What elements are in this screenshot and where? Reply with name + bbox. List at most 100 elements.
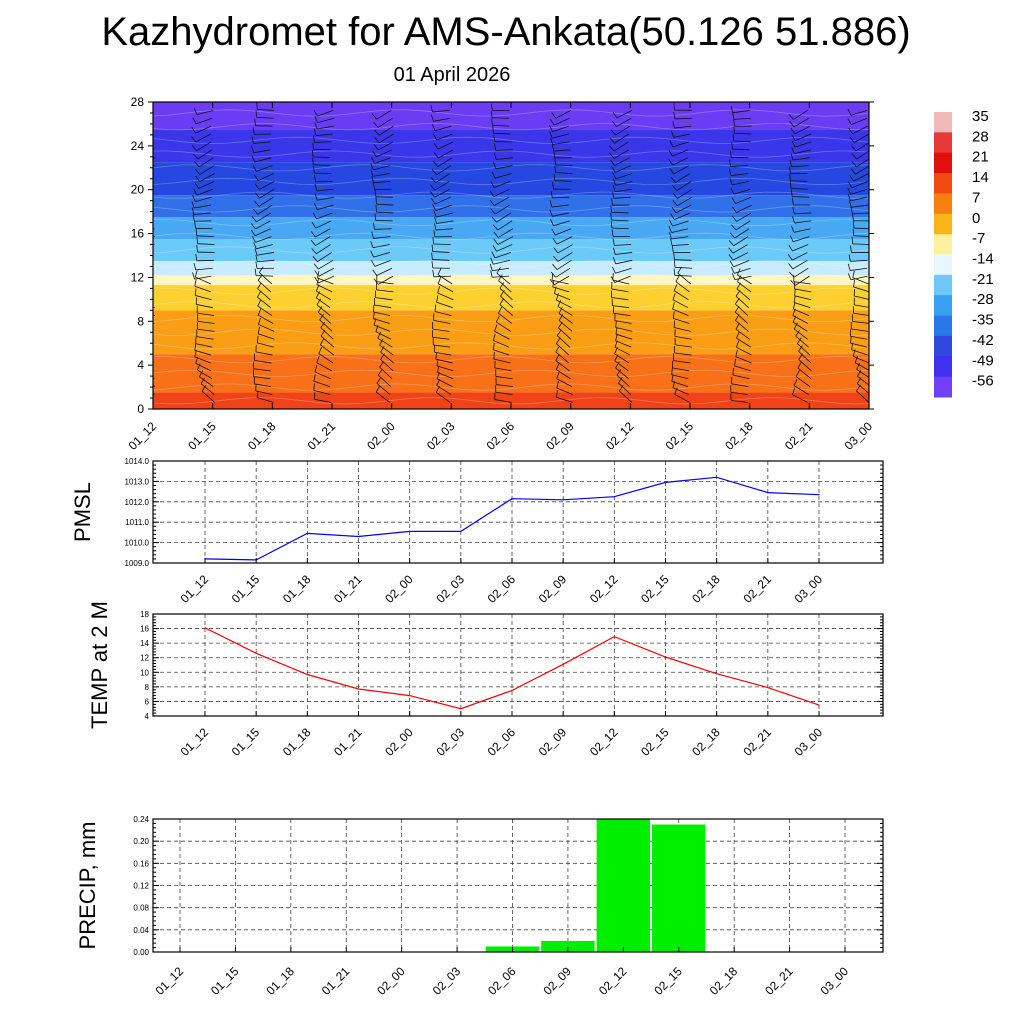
temperature-band-10	[153, 129, 869, 163]
wind-barb-feather	[610, 205, 613, 213]
wind-barb-feather	[493, 134, 496, 142]
wind-barb	[792, 321, 808, 332]
wind-barb-feather	[314, 184, 318, 192]
wind-barb-feather	[250, 229, 256, 236]
wind-barb-feather	[555, 363, 560, 370]
wind-barb-feather	[430, 197, 436, 205]
wind-barb-feather	[555, 354, 560, 361]
wind-barb-feather	[794, 288, 796, 296]
wind-barb	[437, 141, 454, 150]
wind-barb	[378, 133, 394, 144]
wind-barb-feather	[791, 140, 796, 148]
wind-barb-feather	[729, 178, 733, 186]
wind-barb	[374, 324, 391, 332]
wind-barb-feather	[670, 176, 676, 183]
wind-barb	[198, 157, 214, 168]
wind-barb-feather	[372, 222, 375, 230]
wind-barb-feather	[193, 188, 198, 196]
wind-barb	[197, 369, 213, 380]
wind-barb	[318, 353, 334, 364]
wind-barb-feather	[489, 263, 493, 271]
pmsl-point	[511, 498, 513, 500]
wind-barb	[735, 220, 751, 231]
contour-line	[153, 369, 869, 377]
wind-barb-feather	[673, 320, 676, 328]
wind-barb-feather	[551, 228, 556, 236]
wind-barb	[850, 109, 868, 116]
wind-barb-feather	[735, 290, 741, 297]
wind-barb-feather	[671, 367, 673, 375]
wind-barb-feather	[673, 252, 675, 260]
y-tick-label: 16	[131, 227, 145, 241]
wind-barb-feather	[847, 118, 852, 125]
wind-barb	[736, 212, 752, 222]
wind-barb	[493, 132, 511, 135]
wind-barb	[675, 173, 691, 183]
wind-barb	[256, 212, 272, 223]
wind-barb-feather	[132, 122, 136, 127]
wind-barb-feather	[728, 240, 734, 246]
wind-barb-feather	[733, 119, 736, 127]
wind-barb-feather	[554, 158, 556, 166]
wind-barb	[316, 188, 334, 192]
wind-barb	[614, 275, 631, 283]
wind-barb	[259, 272, 273, 285]
wind-barb-feather	[434, 223, 437, 231]
wind-barb	[737, 274, 752, 285]
wind-barb-feather	[317, 306, 323, 313]
wind-barb-feather	[731, 142, 733, 150]
wind-barb	[494, 367, 512, 372]
x-tick-label: 01_18	[263, 964, 297, 998]
wind-barb-feather	[132, 129, 136, 135]
wind-barb	[611, 211, 629, 214]
wind-barb-feather	[669, 232, 672, 240]
wind-barb	[853, 286, 869, 293]
y-tick-label: 0.04	[133, 926, 149, 935]
wind-barb	[615, 327, 633, 332]
wind-barb	[199, 173, 215, 183]
wind-barb-feather	[191, 201, 195, 209]
precip-y-axis-title: PRECIP, mm	[75, 822, 100, 950]
x-tick-label: 02_12	[596, 964, 630, 998]
wind-barb	[673, 317, 690, 324]
contour-line	[153, 301, 869, 309]
wind-barb-feather	[435, 352, 437, 360]
x-tick-label: 01_15	[185, 419, 219, 453]
wind-barb	[495, 165, 513, 170]
wind-barb	[320, 335, 335, 348]
wind-barb	[257, 109, 275, 111]
wind-barb-feather	[377, 369, 383, 376]
x-tick-label: 02_06	[485, 964, 519, 998]
wind-barb-feather	[735, 322, 740, 330]
wind-barb	[199, 165, 215, 175]
wind-barb	[855, 165, 869, 175]
colorbar-label: -28	[972, 291, 994, 308]
wind-barb-feather	[788, 113, 794, 120]
y-tick-label: 0.16	[133, 859, 149, 868]
wind-barb-feather	[251, 136, 254, 144]
wind-barb-feather	[493, 351, 495, 359]
wind-barb	[377, 117, 393, 128]
wind-barb-feather	[257, 282, 262, 289]
y-tick-label: 8	[137, 314, 144, 328]
wind-barb-feather	[490, 257, 494, 265]
wind-barb-feather	[788, 263, 794, 270]
wind-barb-feather	[612, 184, 616, 192]
precip-bar	[541, 940, 595, 952]
x-tick-label: 02_15	[638, 572, 672, 606]
wind-barb	[855, 142, 869, 152]
wind-barb	[736, 204, 752, 214]
wind-barb	[373, 165, 390, 171]
wind-barb-feather	[852, 213, 854, 221]
wind-barb-feather	[194, 288, 197, 296]
wind-barb-feather	[319, 313, 324, 321]
wind-barb-feather	[133, 263, 137, 269]
wind-barb-feather	[610, 212, 612, 221]
wind-barb	[732, 180, 749, 186]
pmsl-point	[767, 492, 769, 494]
wind-barb-feather	[672, 302, 675, 310]
wind-barb-feather	[371, 113, 377, 120]
wind-barb	[255, 351, 273, 356]
wind-barb-feather	[370, 163, 374, 171]
wind-barb	[614, 244, 632, 246]
